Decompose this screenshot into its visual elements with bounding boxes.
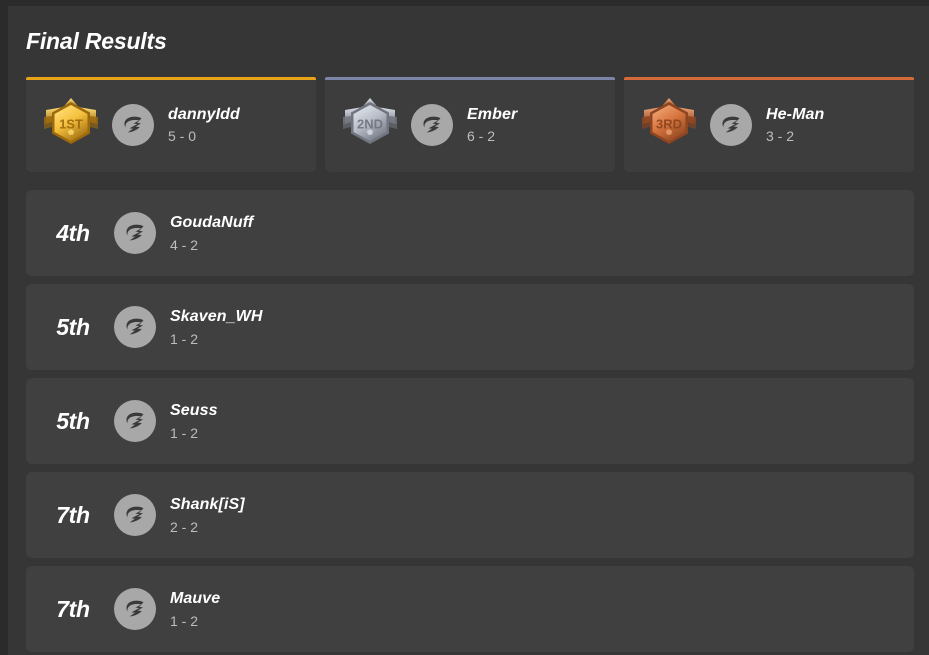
svg-text:1ST: 1ST <box>59 116 83 131</box>
table-row[interactable]: 5th Skaven_WH 1 - 2 <box>26 284 914 370</box>
rank-place: 5th <box>56 407 90 434</box>
player-name: Skaven_WH <box>170 308 263 326</box>
rank-player-info: Mauve 1 - 2 <box>170 590 220 627</box>
podium-player-info: dannyIdd 5 - 0 <box>168 106 240 143</box>
player-name: Ember <box>467 105 518 123</box>
results-page: Final Results 1ST dannyIdd 5 <box>8 6 929 655</box>
podium-card-3rd[interactable]: 3RD He-Man 3 - 2 <box>624 77 914 172</box>
rank-player-info: Shank[iS] 2 - 2 <box>170 496 245 533</box>
player-avatar-icon <box>114 400 156 442</box>
podium-card-1st[interactable]: 1ST dannyIdd 5 - 0 <box>26 77 316 172</box>
silver-medal-icon: 2ND <box>339 94 401 156</box>
rank-place: 5th <box>56 313 90 340</box>
player-name: He-Man <box>766 105 825 123</box>
player-avatar-icon <box>710 103 752 146</box>
rank-place: 4th <box>56 219 90 246</box>
player-avatar-icon <box>114 588 156 630</box>
player-name: Shank[iS] <box>170 496 245 514</box>
table-row[interactable]: 7th Shank[iS] 2 - 2 <box>26 472 914 558</box>
player-record: 6 - 2 <box>467 128 496 145</box>
rank-place: 7th <box>56 595 90 622</box>
table-row[interactable]: 5th Seuss 1 - 2 <box>26 378 914 464</box>
player-name: Seuss <box>170 402 218 420</box>
svg-text:2ND: 2ND <box>357 116 383 131</box>
player-record: 1 - 2 <box>170 424 199 441</box>
podium-accent-bar <box>26 77 316 80</box>
player-record: 4 - 2 <box>170 236 199 253</box>
svg-text:3RD: 3RD <box>656 116 682 131</box>
player-record: 2 - 2 <box>170 518 199 535</box>
rank-player-info: GoudaNuff 4 - 2 <box>170 214 253 251</box>
podium-accent-bar <box>325 77 615 80</box>
player-avatar-icon <box>114 212 156 254</box>
table-row[interactable]: 7th Mauve 1 - 2 <box>26 566 914 652</box>
player-record: 1 - 2 <box>170 612 199 629</box>
table-row[interactable]: 4th GoudaNuff 4 - 2 <box>26 190 914 276</box>
player-name: dannyIdd <box>168 105 240 123</box>
page-title: Final Results <box>26 28 167 54</box>
gold-medal-icon: 1ST <box>40 94 102 156</box>
player-avatar-icon <box>114 494 156 536</box>
rank-list: 4th GoudaNuff 4 - 2 5th Skaven_WH 1 - 2 … <box>26 190 914 652</box>
player-name: GoudaNuff <box>170 214 254 232</box>
rank-player-info: Seuss 1 - 2 <box>170 402 218 439</box>
podium-player-info: He-Man 3 - 2 <box>766 106 824 143</box>
bronze-medal-icon: 3RD <box>638 94 700 156</box>
player-name: Mauve <box>170 590 221 608</box>
player-avatar-icon <box>114 306 156 348</box>
podium-card-2nd[interactable]: 2ND Ember 6 - 2 <box>325 77 615 172</box>
player-record: 5 - 0 <box>168 128 197 145</box>
podium-accent-bar <box>624 77 914 80</box>
rank-place: 7th <box>56 501 90 528</box>
rank-player-info: Skaven_WH 1 - 2 <box>170 308 263 345</box>
player-record: 3 - 2 <box>766 128 795 145</box>
player-record: 1 - 2 <box>170 330 199 347</box>
podium-player-info: Ember 6 - 2 <box>467 106 517 143</box>
podium-section: 1ST dannyIdd 5 - 0 2ND <box>26 77 914 172</box>
player-avatar-icon <box>112 103 154 146</box>
player-avatar-icon <box>411 103 453 146</box>
